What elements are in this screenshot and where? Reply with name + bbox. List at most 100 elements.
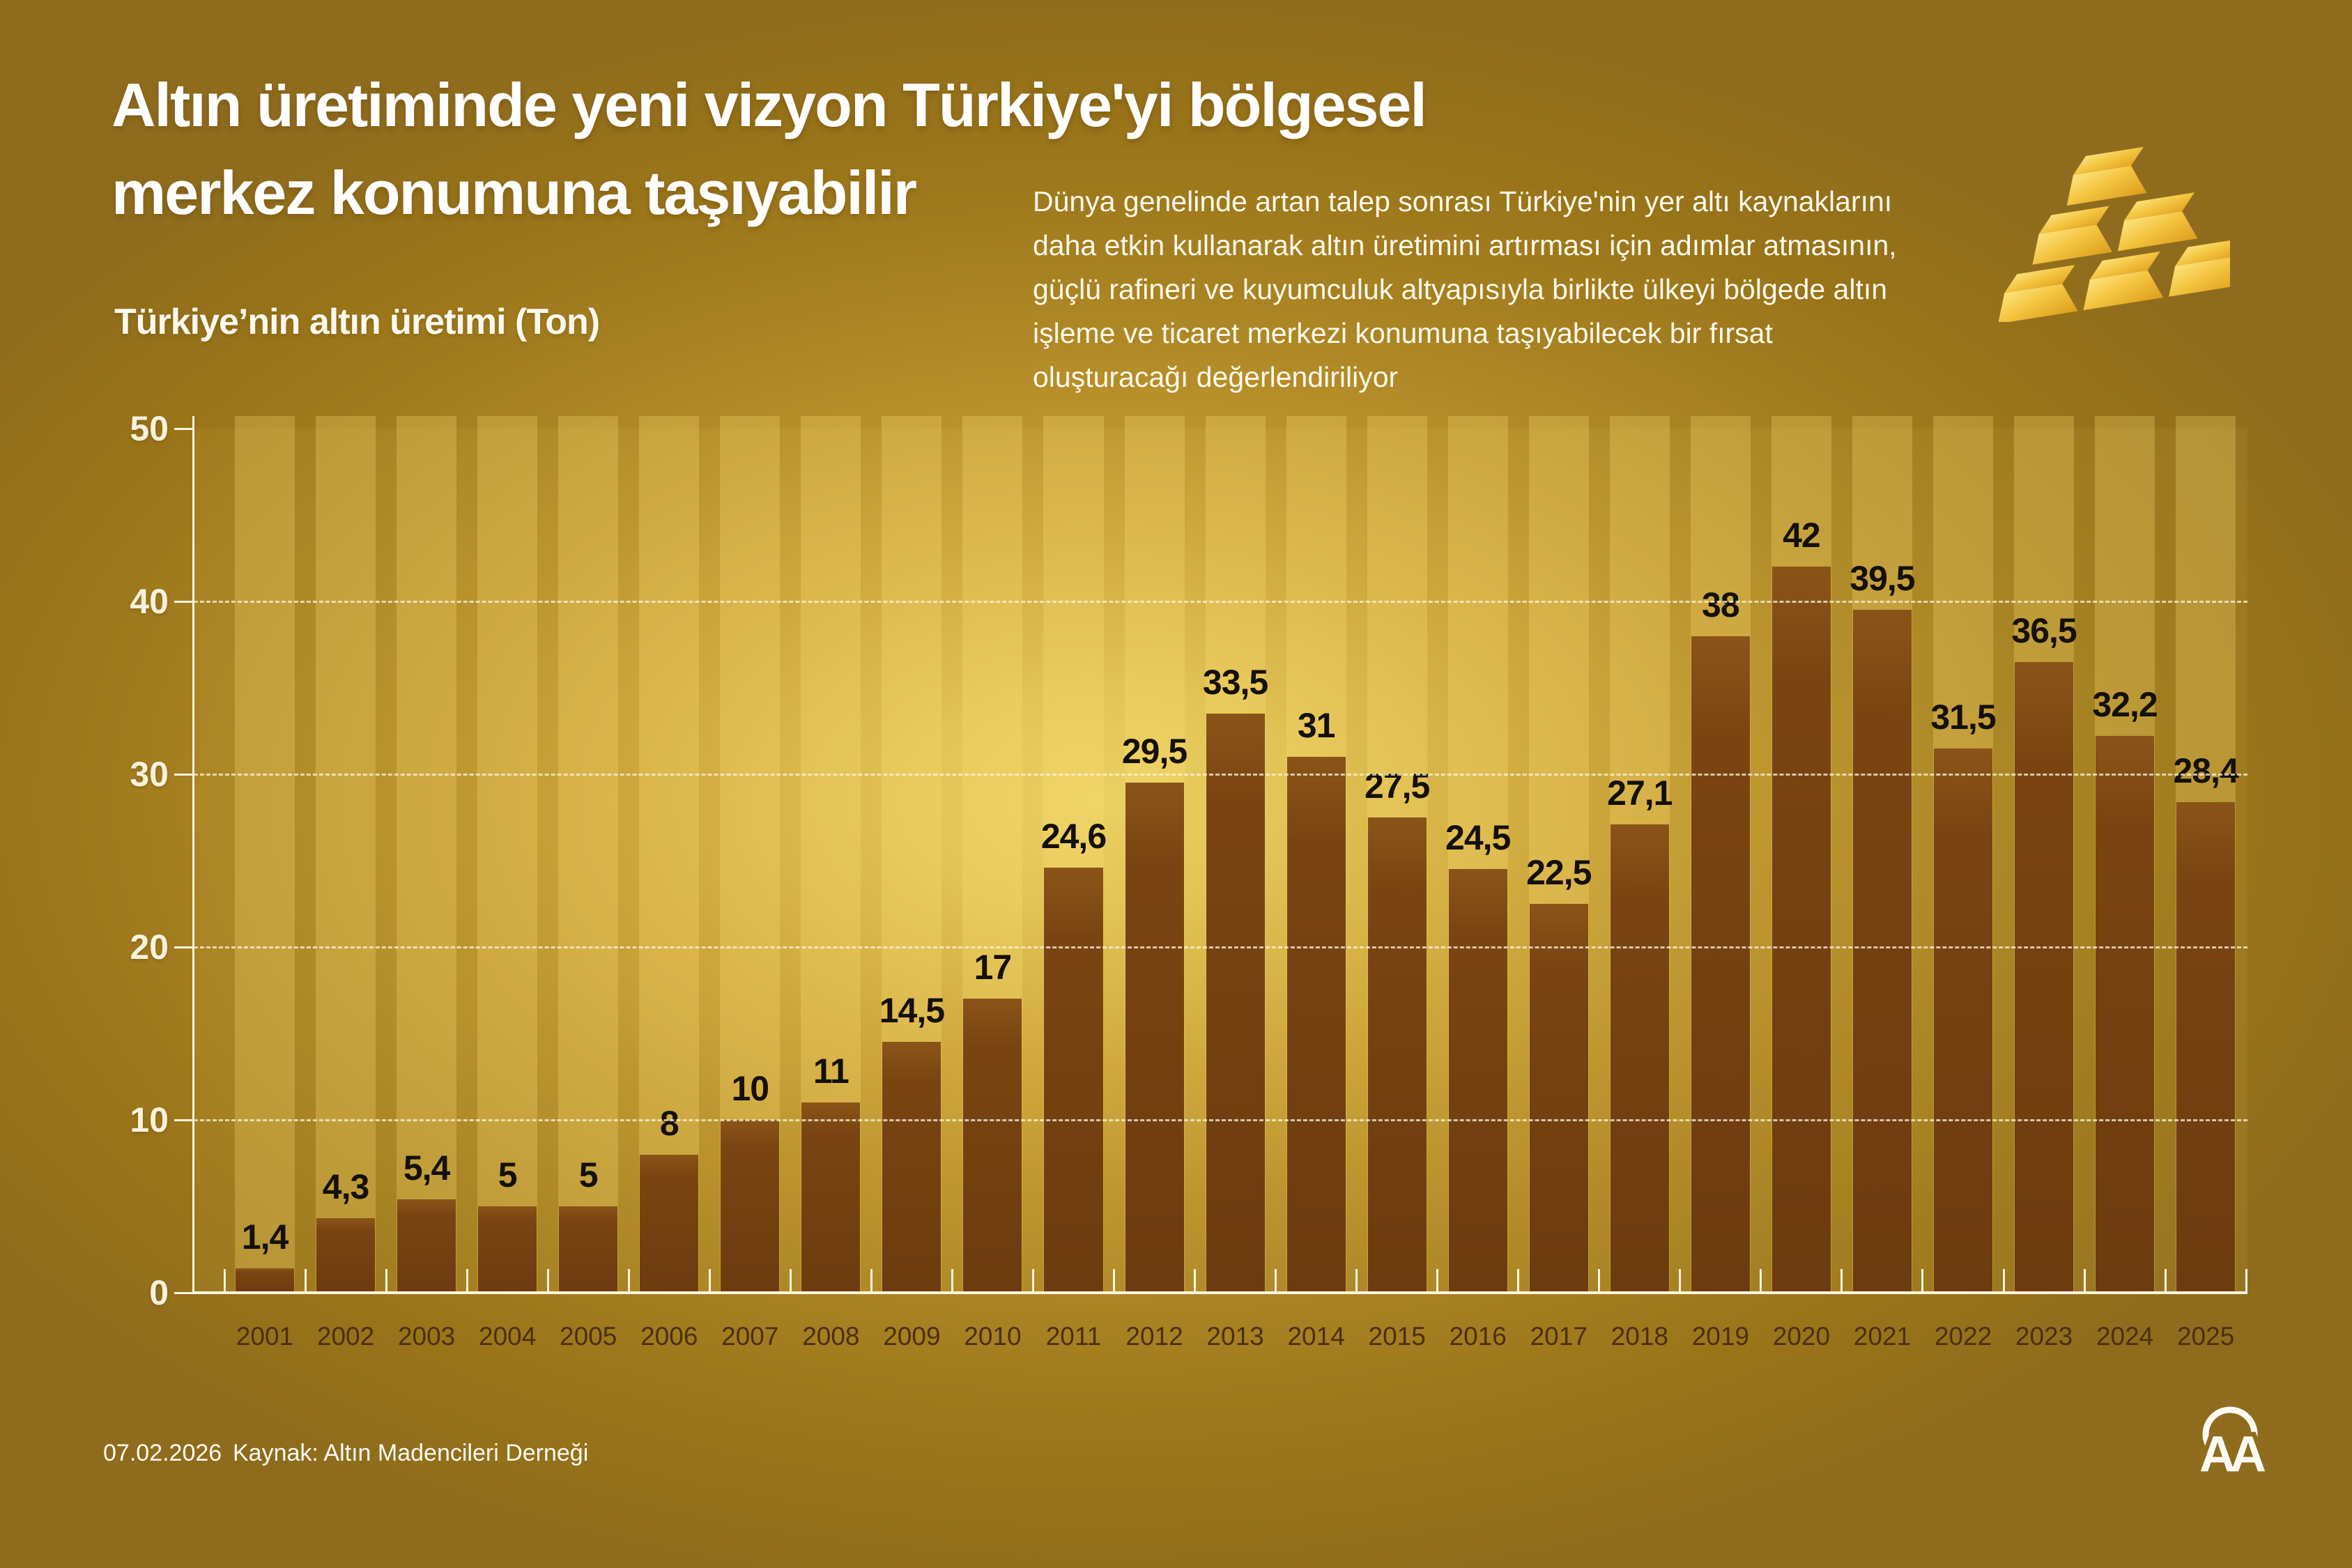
gridline-10 (194, 1119, 2247, 1121)
bar-value-label: 29,5 (1121, 732, 1187, 771)
chart-column-2024: 32,2 2024 (2083, 416, 2165, 1351)
y-axis-tick (174, 600, 193, 603)
bar-2021 (1852, 610, 1912, 1293)
chart-column-2008: 11 2008 (789, 416, 871, 1351)
bar-value-label: 36,5 (2011, 610, 2077, 650)
bar-value-label: 38 (1702, 585, 1740, 624)
x-axis-tick (1760, 1269, 1762, 1293)
gridline-20 (194, 946, 2247, 948)
bar-2010 (963, 999, 1022, 1293)
chart-column-2015: 27,5 2015 (1355, 416, 1438, 1351)
chart-column-2017: 22,5 2017 (1517, 416, 1599, 1351)
bar-2025 (2176, 801, 2236, 1293)
x-axis-year-label: 2019 (1691, 1322, 1750, 1351)
bar-2001 (236, 1268, 295, 1293)
x-axis-year-label: 2011 (1045, 1322, 1102, 1351)
x-axis-tick (223, 1269, 226, 1293)
gold-bars-icon (1988, 138, 2249, 324)
publish-date: 07.02.2026 (103, 1440, 222, 1466)
x-axis-tick (1517, 1269, 1520, 1293)
x-axis-tick (627, 1269, 630, 1293)
y-axis-tick (174, 1291, 193, 1294)
chart-column-2023: 36,5 2023 (2002, 416, 2084, 1351)
chart-column-2020: 42 2020 (1760, 416, 1842, 1351)
x-axis-tick (1921, 1269, 1924, 1293)
x-axis-tick (951, 1269, 953, 1293)
aa-agency-logo-icon: AA (2185, 1402, 2276, 1487)
bar-value-label: 22,5 (1526, 853, 1592, 892)
chart-column-2001: 1,4 2001 (223, 416, 305, 1351)
x-axis-year-label: 2016 (1449, 1322, 1507, 1351)
chart-column-2006: 8 2006 (627, 416, 709, 1351)
bar-value-label: 10 (731, 1069, 769, 1108)
y-axis-label: 40 (130, 582, 169, 621)
bar-value-label: 31 (1297, 706, 1336, 746)
x-axis-year-label: 2015 (1368, 1322, 1426, 1351)
y-axis: 0 10 20 30 40 50 (130, 409, 2247, 1312)
x-axis-year-label: 2010 (964, 1322, 1022, 1351)
x-axis-tick (1355, 1269, 1358, 1293)
x-axis-year-label: 2021 (1853, 1322, 1912, 1351)
bar-chart-plot-area: 0 10 20 30 40 50 1,4 2001 4,3 2002 5,4 2003 5 2004 5 2… (130, 409, 2247, 1351)
bar-2011 (1044, 867, 1103, 1293)
bar-2006 (640, 1154, 699, 1293)
column-band (558, 416, 619, 1293)
y-axis-tick (174, 946, 193, 948)
bar-value-label: 5,4 (403, 1148, 451, 1188)
x-axis-year-label: 2009 (883, 1322, 941, 1351)
x-axis-tick (1598, 1269, 1601, 1293)
bar-value-label: 27,1 (1607, 773, 1673, 813)
bar-value-label: 28,4 (2173, 751, 2238, 790)
x-axis-tick (1194, 1269, 1197, 1293)
chart-column-2016: 24,5 2016 (1436, 416, 1519, 1351)
x-axis-year-label: 2018 (1611, 1322, 1668, 1351)
bar-value-label: 42 (1783, 516, 1821, 555)
chart-column-2003: 5,4 2003 (385, 416, 467, 1351)
bar-value-label: 1,4 (241, 1217, 289, 1257)
x-axis-year-label: 2024 (2096, 1322, 2154, 1351)
bar-2016 (1448, 869, 1507, 1293)
x-axis-year-label: 2020 (1772, 1322, 1831, 1351)
x-axis-tick (1031, 1269, 1034, 1293)
column-band (316, 416, 376, 1293)
gridlines-layer (194, 429, 2247, 1293)
x-axis-tick (789, 1269, 792, 1293)
x-axis-year-label: 2013 (1206, 1322, 1264, 1351)
x-axis-year-label: 2017 (1530, 1322, 1588, 1351)
aa-logo-text: AA (2199, 1427, 2266, 1482)
chart-column-2025: 28,4 2025 (2164, 416, 2246, 1351)
chart-column-2004: 5 2004 (466, 416, 548, 1351)
chart-column-2009: 14,5 2009 (870, 416, 952, 1351)
x-axis-tick (385, 1269, 387, 1293)
source-credit: Kaynak: Altın Madencileri Derneği (233, 1440, 589, 1466)
bar-value-label: 8 (659, 1103, 679, 1143)
chart-columns: 1,4 2001 4,3 2002 5,4 2003 5 2004 5 2005 8 2006 10 20… (223, 416, 2247, 1351)
x-axis-year-label: 2023 (2015, 1322, 2073, 1351)
x-axis-year-label: 2006 (640, 1322, 698, 1351)
x-axis-tick (2245, 1269, 2247, 1293)
chart-column-2011: 24,6 2011 (1031, 416, 1114, 1351)
chart-column-2010: 17 2010 (951, 416, 1033, 1351)
x-axis-tick (1840, 1269, 1843, 1293)
x-axis-year-label: 2001 (236, 1322, 294, 1351)
bar-value-label: 14,5 (879, 991, 945, 1031)
bar-value-label: 24,6 (1040, 816, 1107, 856)
x-axis-year-label: 2022 (1934, 1322, 1992, 1351)
y-axis-label: 10 (130, 1100, 169, 1139)
bar-2012 (1125, 783, 1184, 1293)
x-axis-tick (1679, 1269, 1682, 1293)
bar-2003 (397, 1199, 456, 1293)
chart-column-2022: 31,5 2022 (1921, 416, 2004, 1351)
bar-2002 (316, 1218, 376, 1293)
bar-2004 (478, 1206, 537, 1293)
chart-column-2012: 29,5 2012 (1113, 416, 1195, 1351)
bar-value-label: 32,2 (2092, 685, 2158, 725)
x-axis-year-label: 2025 (2176, 1322, 2235, 1351)
gridline-40 (194, 600, 2247, 603)
chart-column-2019: 38 2019 (1679, 416, 1761, 1351)
x-axis-year-label: 2012 (1125, 1322, 1183, 1351)
bar-2017 (1529, 904, 1588, 1293)
x-axis-tick (1436, 1269, 1439, 1293)
bar-2020 (1771, 567, 1831, 1293)
